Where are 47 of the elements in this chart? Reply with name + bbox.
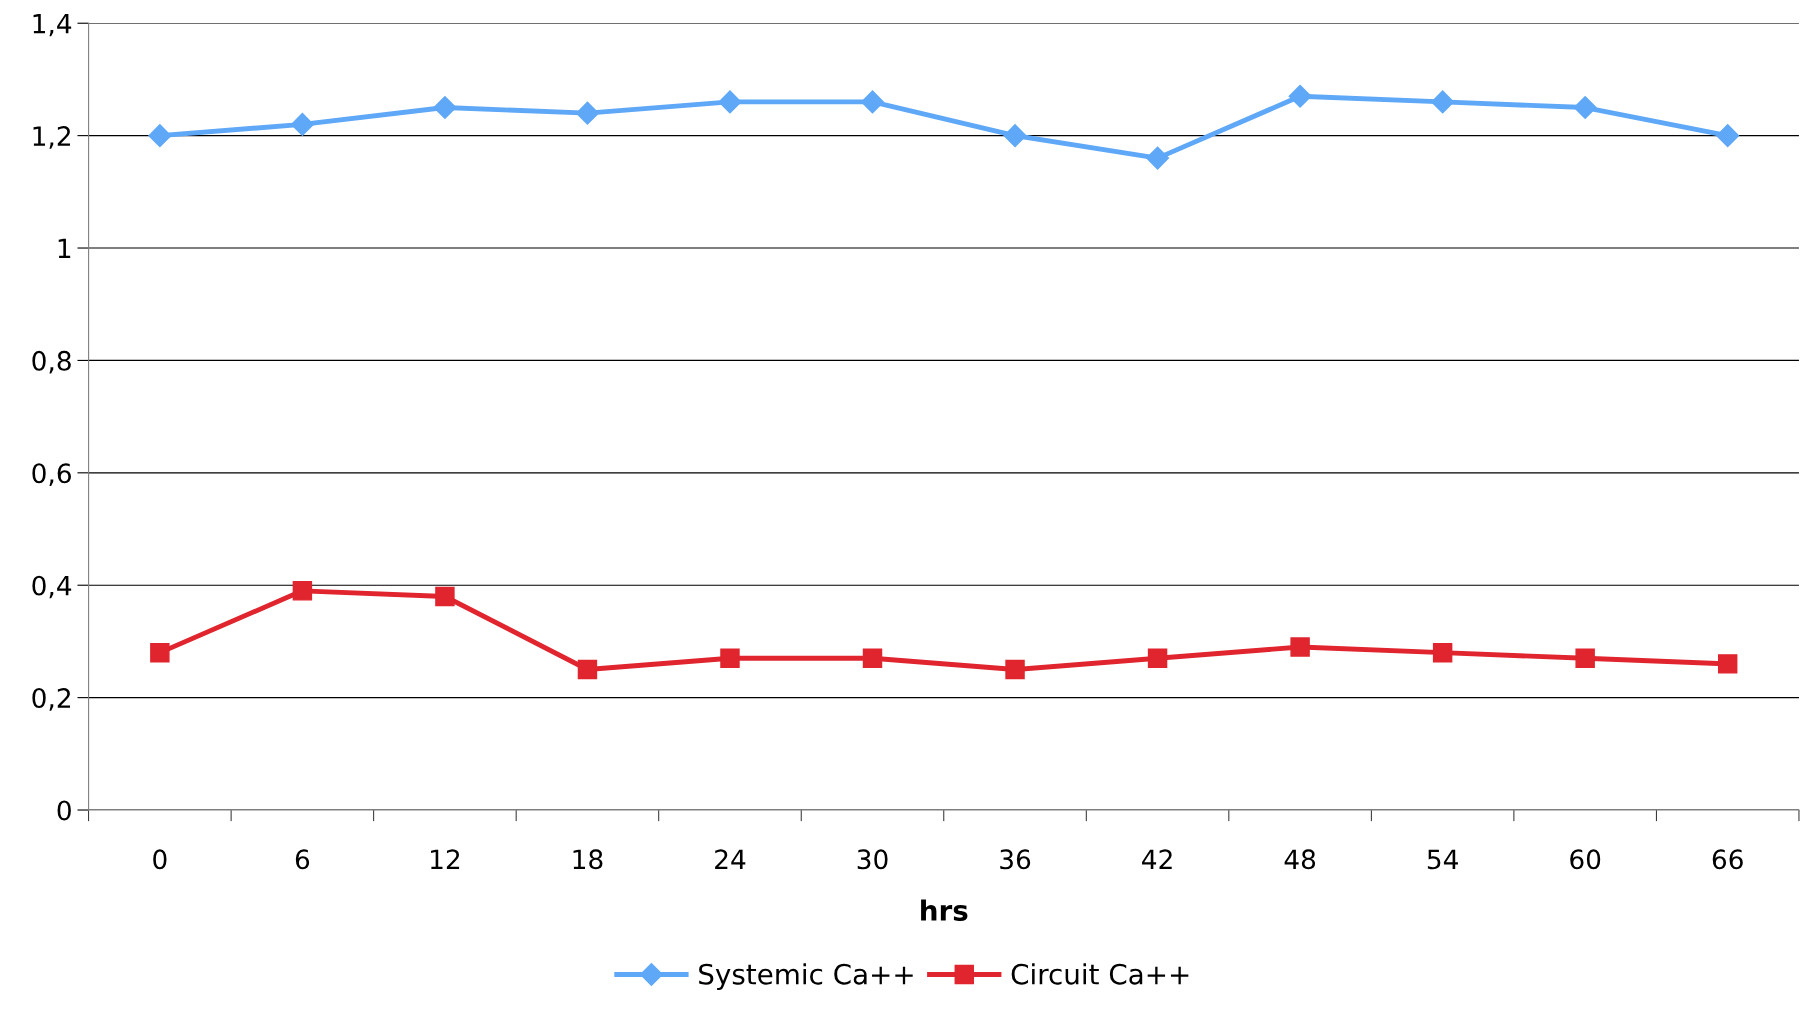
- point: [1146, 146, 1170, 170]
- x-axis-title: hrs: [921, 899, 968, 921]
- x-tick-label: 48: [1284, 849, 1316, 870]
- point: [861, 90, 885, 114]
- point: [1147, 648, 1168, 669]
- point: [1431, 90, 1455, 114]
- x-tick-label: 60: [1570, 849, 1601, 870]
- point: [1005, 659, 1025, 680]
- y-tick-label: 0,2: [32, 688, 70, 711]
- point: [435, 586, 455, 607]
- x-tick-label: 66: [1712, 849, 1743, 870]
- y-tick-label: 1,2: [33, 126, 70, 149]
- point: [433, 96, 457, 120]
- y-tick-label: 0,8: [32, 350, 71, 374]
- point: [148, 124, 172, 148]
- point: [1432, 642, 1453, 663]
- point: [1575, 648, 1595, 669]
- point: [150, 642, 170, 663]
- x-tick-label: 24: [715, 849, 746, 869]
- y-tick-label: 1: [58, 238, 71, 259]
- x-tick-label: 18: [573, 849, 603, 870]
- y-tick-label: 0,4: [32, 575, 72, 599]
- x-tick-label: 12: [431, 849, 460, 869]
- legend-label: Circuit Ca++: [1011, 963, 1189, 985]
- x-tick-label: 30: [857, 849, 888, 870]
- legend-label: Systemic Ca++: [699, 963, 913, 991]
- x-tick-label: 0: [153, 849, 167, 870]
- point: [290, 112, 314, 136]
- point: [720, 648, 740, 669]
- point: [1003, 124, 1027, 148]
- point: [862, 648, 883, 669]
- point: [718, 90, 742, 114]
- point: [292, 581, 313, 601]
- x-tick-label: 42: [1142, 849, 1172, 869]
- y-tick-label: 0,6: [32, 463, 71, 486]
- point: [1717, 654, 1738, 674]
- x-tick-label: 6: [295, 849, 310, 870]
- point: [1573, 96, 1597, 120]
- point: [575, 101, 599, 125]
- y-tick-label: 1,4: [33, 14, 72, 37]
- y-tick-label: 0: [57, 800, 71, 821]
- point: [577, 659, 598, 680]
- x-tick-label: 36: [1000, 849, 1031, 870]
- point: [1716, 124, 1740, 148]
- x-tick-label: 54: [1427, 849, 1458, 870]
- point: [1288, 84, 1312, 108]
- point: [1290, 637, 1310, 657]
